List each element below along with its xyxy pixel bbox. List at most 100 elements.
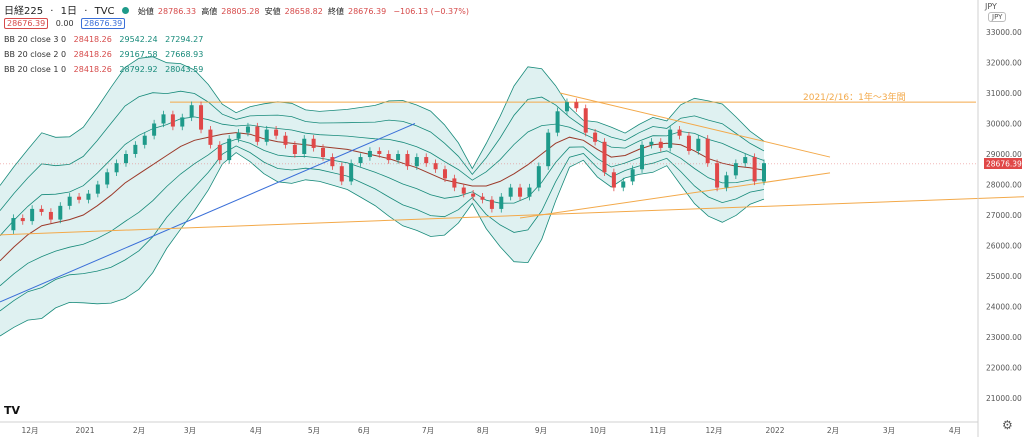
trendline-2 [0,196,1024,236]
band-line-upper-3sigma [0,56,765,186]
indicator-lower: 27294.27 [165,35,204,44]
price-tick-label: 29000.00 [986,150,1022,159]
candle-up [152,123,157,136]
candle-down [442,169,447,179]
trendline-4 [519,172,831,219]
candle-up [11,218,16,231]
chart-header: 日経225 · 1日 · TVC 始値 28786.33 高値 28805.28 安… [4,6,469,17]
candle-up [630,169,635,182]
candle-down [583,108,588,133]
high-label: 高値 [201,7,218,16]
price-axis[interactable]: 21000.00 22000.00 23000.00 24000.00 25000.00… [977,0,1022,437]
candle-up [86,193,91,200]
candle-down [471,193,476,197]
indicator-row-3[interactable]: BB 20 close 1 0 28418.26 28792.92 28043.… [4,65,208,74]
time-tick-label: 3月 [184,426,196,435]
last-price-label: 28676.39 [984,158,1022,169]
candle-up [189,105,194,118]
indicator-mid: 28418.26 [73,65,112,74]
gear-icon[interactable]: ⚙ [1002,418,1013,432]
candle-up [396,154,401,161]
candle-down [715,163,720,188]
candle-down [705,138,710,164]
time-tick-label: 3月 [883,426,895,435]
candle-down [77,196,82,200]
candle-up [358,157,363,164]
candle-down [677,129,682,136]
band-3sigma-fill [0,56,764,336]
candle-down [339,166,344,182]
interval-label[interactable]: 1日 [60,6,78,17]
trendlines [0,92,1024,303]
candle-up [105,172,110,185]
band-line-lower-2sigma [0,145,765,312]
low-value: 28658.82 [284,7,323,16]
candle-up [367,150,372,158]
symbol-name[interactable]: 日経225 [4,6,44,17]
time-tick-label: 4月 [949,426,961,435]
close-value: 28676.39 [347,7,387,16]
indicator-upper: 28792.92 [119,65,158,74]
candle-down [283,135,288,145]
candle-up [123,154,128,164]
candle-down [452,178,457,188]
candle-up [142,135,147,145]
currency-selector[interactable]: JPY [988,12,1007,22]
candle-up [58,205,63,220]
indicator-row-1[interactable]: BB 20 close 3 0 28418.26 29542.24 27294.… [4,35,208,44]
candle-up [640,144,645,170]
sell-price-box[interactable]: 28676.39 [4,18,49,29]
candle-up [161,114,166,124]
candle-down [386,154,391,161]
price-tick-label: 27000.00 [986,211,1022,220]
last-price-text: 28676.39 [986,160,1022,169]
low-label: 安値 [264,7,281,16]
indicator-row-2[interactable]: BB 20 close 2 0 28418.26 29167.58 27668.… [4,50,208,59]
candle-down [461,187,466,194]
candlesticks [11,98,766,234]
candle-down [658,141,663,148]
candle-down [480,196,485,200]
indicator-label: BB 20 close 2 0 [4,50,67,59]
tradingview-logo[interactable]: TV [4,404,21,417]
candle-up [536,166,541,188]
candle-up [245,126,250,133]
candle-up [264,129,269,142]
band-line-lower-3sigma [0,152,765,337]
candle-up [349,163,354,182]
spread-value: 0.00 [55,19,74,28]
candle-down [292,144,297,154]
candle-up [621,181,626,188]
candle-up [649,141,654,145]
price-tick-label: 21000.00 [986,394,1022,403]
change-value: −106.13 (−0.37%) [393,7,469,16]
candle-down [686,135,691,151]
time-tick-label: 2月 [827,426,839,435]
indicator-lower: 27668.93 [165,50,204,59]
candle-down [48,211,53,220]
time-axis[interactable]: 12月 2021 2月 3月 4月 5月 6月 7月 8月 9月 10月 11月 12月 2022 2月 3月… [0,421,978,435]
indicator-label: BB 20 close 1 0 [4,65,67,74]
time-tick-label: 10月 [589,426,606,435]
candle-up [508,187,513,197]
candle-down [208,129,213,145]
candle-down [433,163,438,170]
indicator-upper: 29542.24 [119,35,158,44]
price-tick-label: 23000.00 [986,333,1022,342]
price-tick-label: 30000.00 [986,120,1022,129]
time-tick-label: 12月 [705,426,722,435]
trendline-3 [559,92,831,158]
indicator-upper: 29167.58 [119,50,158,59]
close-label: 終値 [327,7,344,16]
time-tick-label: 2021 [75,426,94,435]
candle-down [170,114,175,127]
source-label: TVC [94,6,115,17]
candle-up [227,138,232,161]
buy-price-box[interactable]: 28676.39 [81,18,126,29]
candle-down [593,132,598,142]
band-line-lower-1sigma [0,138,765,287]
candle-down [602,141,607,173]
candle-up [95,184,100,194]
candle-down [518,187,523,197]
